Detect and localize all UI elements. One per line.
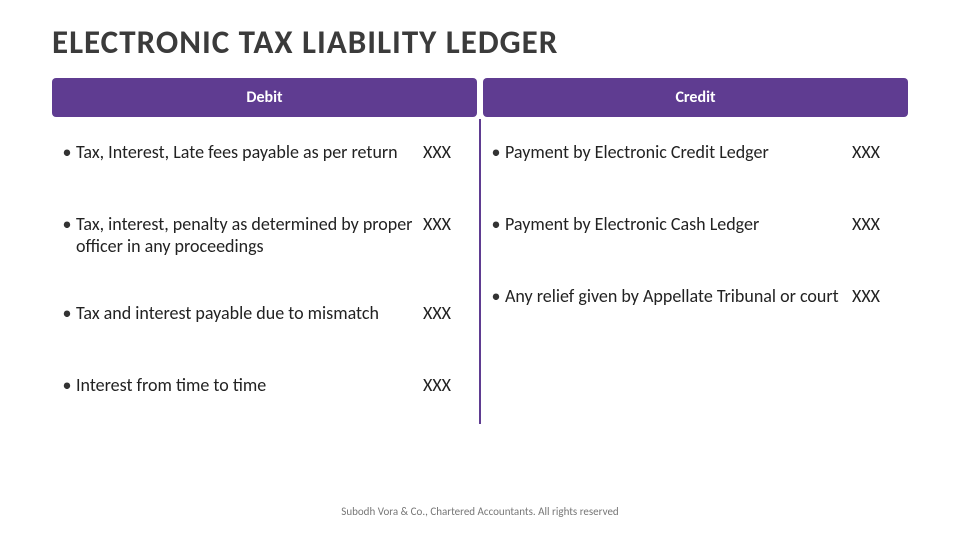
ledger-row: • Tax, interest, penalty as determined b… <box>52 191 479 280</box>
ledger-row: • Payment by Electronic Cash Ledger XXX <box>481 191 908 263</box>
credit-amount: XXX <box>852 141 898 163</box>
debit-column: • Tax, Interest, Late fees payable as pe… <box>52 119 481 424</box>
page-title: ELECTRONIC TAX LIABILITY LEDGER <box>52 22 908 62</box>
bullet-icon: • <box>58 374 76 396</box>
bullet-icon: • <box>487 141 505 163</box>
credit-desc: Any relief given by Appellate Tribunal o… <box>505 285 852 307</box>
footer-text: Subodh Vora & Co., Chartered Accountants… <box>0 505 960 518</box>
ledger-header: Debit Credit <box>52 78 908 117</box>
credit-amount: XXX <box>852 213 898 235</box>
debit-desc: Tax, Interest, Late fees payable as per … <box>76 141 423 163</box>
ledger-row: • Tax, Interest, Late fees payable as pe… <box>52 119 479 191</box>
debit-desc: Tax and interest payable due to mismatch <box>76 302 423 324</box>
credit-desc: Payment by Electronic Cash Ledger <box>505 213 852 235</box>
bullet-icon: • <box>58 141 76 163</box>
credit-amount: XXX <box>852 285 898 307</box>
ledger-body: • Tax, Interest, Late fees payable as pe… <box>52 119 908 424</box>
ledger-row: • Any relief given by Appellate Tribunal… <box>481 263 908 335</box>
debit-amount: XXX <box>423 213 469 235</box>
debit-amount: XXX <box>423 302 469 324</box>
ledger-row: • Tax and interest payable due to mismat… <box>52 280 479 352</box>
credit-column: • Payment by Electronic Credit Ledger XX… <box>481 119 908 424</box>
bullet-icon: • <box>58 302 76 324</box>
debit-desc: Interest from time to time <box>76 374 423 396</box>
debit-amount: XXX <box>423 374 469 396</box>
ledger-row: • Payment by Electronic Credit Ledger XX… <box>481 119 908 191</box>
debit-amount: XXX <box>423 141 469 163</box>
bullet-icon: • <box>58 213 76 235</box>
ledger-row: • Interest from time to time XXX <box>52 352 479 424</box>
header-credit: Credit <box>483 78 908 117</box>
header-debit: Debit <box>52 78 477 117</box>
bullet-icon: • <box>487 213 505 235</box>
credit-desc: Payment by Electronic Credit Ledger <box>505 141 852 163</box>
bullet-icon: • <box>487 285 505 307</box>
debit-desc: Tax, interest, penalty as determined by … <box>76 213 423 257</box>
